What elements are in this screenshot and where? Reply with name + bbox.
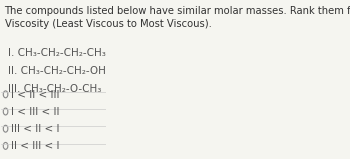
Text: I. CH₃-CH₂-CH₂-CH₃: I. CH₃-CH₂-CH₂-CH₃ — [8, 48, 106, 58]
Text: II. CH₃-CH₂-CH₂-OH: II. CH₃-CH₂-CH₂-OH — [8, 66, 106, 76]
Text: I < II < III: I < II < III — [11, 90, 59, 100]
Text: II < III < I: II < III < I — [11, 141, 59, 151]
Text: III < II < I: III < II < I — [11, 124, 59, 134]
Text: The compounds listed below have similar molar masses. Rank them from Lowest Visc: The compounds listed below have similar … — [5, 6, 350, 29]
Text: III. CH₃-CH₂-O-CH₃: III. CH₃-CH₂-O-CH₃ — [8, 84, 101, 94]
Text: I < III < II: I < III < II — [11, 107, 59, 117]
